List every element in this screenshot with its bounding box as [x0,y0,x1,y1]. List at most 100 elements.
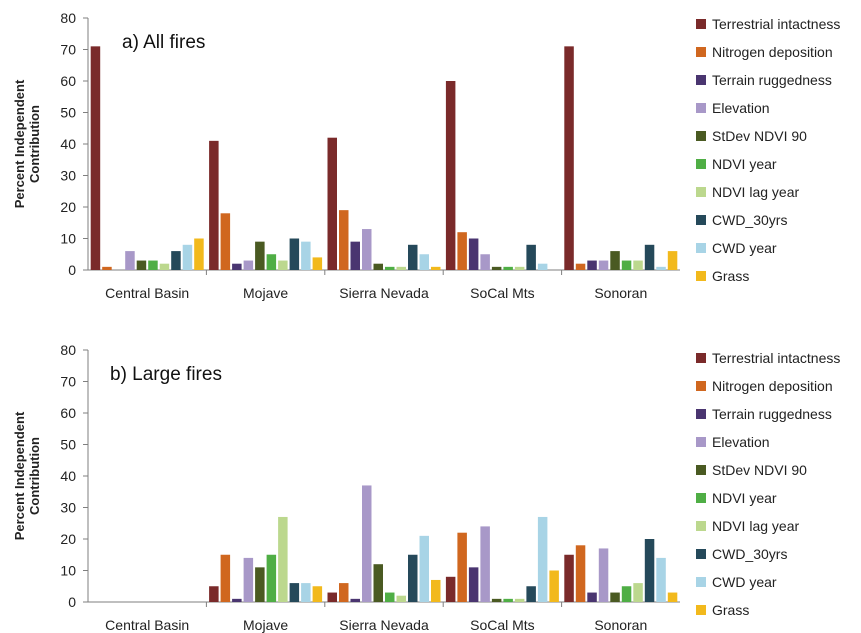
legend-swatch [696,353,706,363]
x-tick-label: Sierra Nevada [339,617,429,633]
legend-swatch [696,215,706,225]
bar-socal-mts-5 [491,598,502,602]
x-tick-label: Sonoran [594,617,647,633]
legend-swatch [696,75,706,85]
bar-sierra-nevada-8 [408,554,418,602]
x-tick-label: Mojave [243,285,288,301]
bar-mojave-8 [289,238,300,270]
bar-sierra-nevada-9 [419,254,429,270]
y-tick-label: 20 [60,199,76,215]
y-tick-label: 0 [68,262,76,278]
bar-mojave-9 [301,583,311,602]
legend-label: NDVI year [712,156,777,172]
bar-mojave-6 [266,254,277,270]
bar-central-basin-7 [159,263,170,270]
bar-central-basin-4 [125,251,135,270]
bar-sonoran-5 [610,251,620,270]
y-axis-label: Percent IndependentContribution [12,79,42,208]
bar-sierra-nevada-10 [431,266,441,270]
bar-sonoran-1 [564,46,574,270]
x-tick-label: SoCal Mts [470,617,535,633]
bar-sierra-nevada-3 [350,241,360,270]
bar-mojave-5 [255,567,265,602]
bar-socal-mts-7 [514,598,525,602]
y-tick-label: 30 [60,168,76,184]
bar-socal-mts-2 [457,232,467,270]
bar-central-basin-6 [148,260,158,270]
chart-title: b) Large fires [110,364,222,385]
bar-sierra-nevada-6 [385,592,395,602]
legend-label: Nitrogen deposition [712,44,833,60]
y-tick-label: 10 [60,231,76,247]
bar-socal-mts-10 [549,570,559,602]
y-tick-label: 30 [60,500,76,516]
legend-label: CWD_30yrs [712,546,787,562]
bar-sonoran-1 [564,554,574,602]
legend-label: Terrestrial intactness [712,16,840,32]
legend-label: Grass [712,602,749,618]
bar-central-basin-1 [90,46,101,270]
legend-swatch [696,159,706,169]
legend-swatch [696,465,706,475]
legend-swatch [696,381,706,391]
bar-sonoran-5 [610,592,620,602]
bar-mojave-7 [278,516,288,602]
bar-sonoran-7 [633,260,643,270]
bar-socal-mts-5 [491,266,502,270]
bar-socal-mts-2 [457,532,467,602]
bar-sierra-nevada-5 [373,564,383,602]
legend-label: NDVI year [712,490,777,506]
bar-mojave-6 [266,554,277,602]
bar-sierra-nevada-2 [339,210,349,270]
bar-sonoran-2 [575,263,586,270]
bar-sonoran-8 [644,244,655,270]
legend-swatch [696,577,706,587]
bar-mojave-10 [312,257,323,270]
bar-mojave-2 [220,213,231,270]
legend-swatch [696,187,706,197]
x-tick-label: Sonoran [594,285,647,301]
bar-sonoran-10 [667,251,678,270]
y-tick-label: 0 [68,594,76,610]
y-tick-label: 60 [60,405,76,421]
bar-sierra-nevada-1 [327,592,337,602]
y-axis-label: Percent IndependentContribution [12,411,42,540]
legend-label: NDVI lag year [712,184,799,200]
y-tick-label: 70 [60,42,76,58]
chart-panel-1: 0 10 20 30 40 50 60 70 80 Percent IndependentCont… [12,10,840,301]
bar-sonoran-4 [598,260,609,270]
y-tick-label: 50 [60,437,76,453]
legend-label: Elevation [712,100,770,116]
x-tick-label: SoCal Mts [470,285,535,301]
legend-label: CWD_30yrs [712,212,787,228]
legend-label: StDev NDVI 90 [712,462,807,478]
bar-socal-mts-1 [445,81,456,270]
legend-swatch [696,19,706,29]
legend-swatch [696,605,706,615]
bar-mojave-4 [243,260,254,270]
x-tick-label: Central Basin [105,285,189,301]
legend-swatch [696,243,706,253]
legend-label: Terrain ruggedness [712,72,832,88]
y-tick-label: 50 [60,105,76,121]
legend-label: Grass [712,268,749,284]
bar-socal-mts-9 [537,263,548,270]
y-tick-label: 10 [60,563,76,579]
legend-swatch [696,521,706,531]
bar-sierra-nevada-7 [396,266,406,270]
bar-sierra-nevada-1 [327,137,337,270]
bar-mojave-2 [220,554,231,602]
x-tick-label: Sierra Nevada [339,285,429,301]
bar-sonoran-6 [621,260,632,270]
y-tick-label: 40 [60,468,76,484]
bar-socal-mts-8 [526,244,536,270]
bar-socal-mts-6 [503,266,513,270]
bar-socal-mts-6 [503,598,513,602]
x-tick-label: Central Basin [105,617,189,633]
bar-sonoran-9 [656,557,666,602]
bar-sonoran-8 [644,539,655,602]
bar-mojave-3 [232,263,242,270]
legend-label: CWD year [712,574,777,590]
bar-socal-mts-9 [537,516,548,602]
